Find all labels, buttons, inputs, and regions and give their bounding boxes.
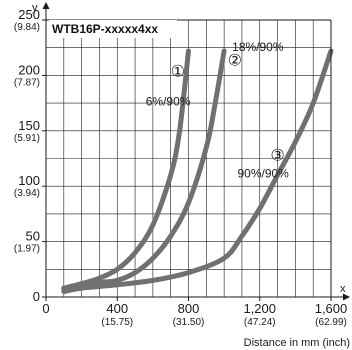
curve-layer [61, 48, 334, 294]
x-tick-sublabel: (15.75) [101, 317, 133, 328]
label-layer: ① 6%/90% ②18%/90% ③90%/90% 0 400(15.75) 800(31… [14, 7, 347, 328]
grid-layer [46, 20, 331, 297]
series-label-3: 90%/90% [237, 166, 289, 180]
series-marker-2: ② [228, 50, 242, 69]
x-tick-sublabel: (62.99) [315, 317, 347, 328]
y-tick-label: 100 [18, 173, 40, 188]
x-tick-label: 1,200 [243, 301, 276, 316]
x-tick-label: 800 [178, 301, 200, 316]
y-tick-label: 50 [26, 229, 40, 244]
y-tick-sublabel: (5.91) [14, 133, 40, 144]
frame-layer [42, 2, 350, 301]
x-tick-label: 0 [42, 301, 49, 316]
x-axis-letter: x [340, 283, 346, 295]
x-tick-label: 1,600 [315, 301, 348, 316]
series-label-2: 18%/90% [232, 40, 284, 54]
series-label-1: 6%/90% [146, 94, 191, 108]
series-line-1 [61, 48, 191, 291]
y-tick-sublabel: (7.87) [14, 77, 40, 88]
x-tick-label: 400 [106, 301, 128, 316]
x-tick-sublabel: (31.50) [173, 317, 205, 328]
series-line-3 [61, 48, 334, 294]
y-tick-sublabel: (3.94) [14, 188, 40, 199]
x-axis-title: Distance in mm (inch) [244, 337, 350, 349]
title-background [49, 20, 177, 38]
series-marker-3: ③ [270, 146, 284, 165]
x-axis-arrow-icon [343, 293, 350, 301]
y-tick-label: 150 [18, 118, 40, 133]
y-tick-sublabel: (1.97) [14, 244, 40, 255]
y-tick-label: 250 [18, 7, 40, 22]
series-marker-1: ① [171, 62, 185, 81]
y-axis-arrow-icon [42, 2, 50, 9]
y-axis-letter: y [32, 2, 38, 14]
chart-title: WTB16P-xxxxx4xx [52, 22, 158, 36]
x-tick-sublabel: (47.24) [244, 317, 276, 328]
series-line-2 [61, 48, 227, 292]
y-tick-label: 200 [18, 62, 40, 77]
y-tick-sublabel: (9.84) [14, 22, 40, 33]
y-tick-label: 0 [33, 289, 40, 304]
